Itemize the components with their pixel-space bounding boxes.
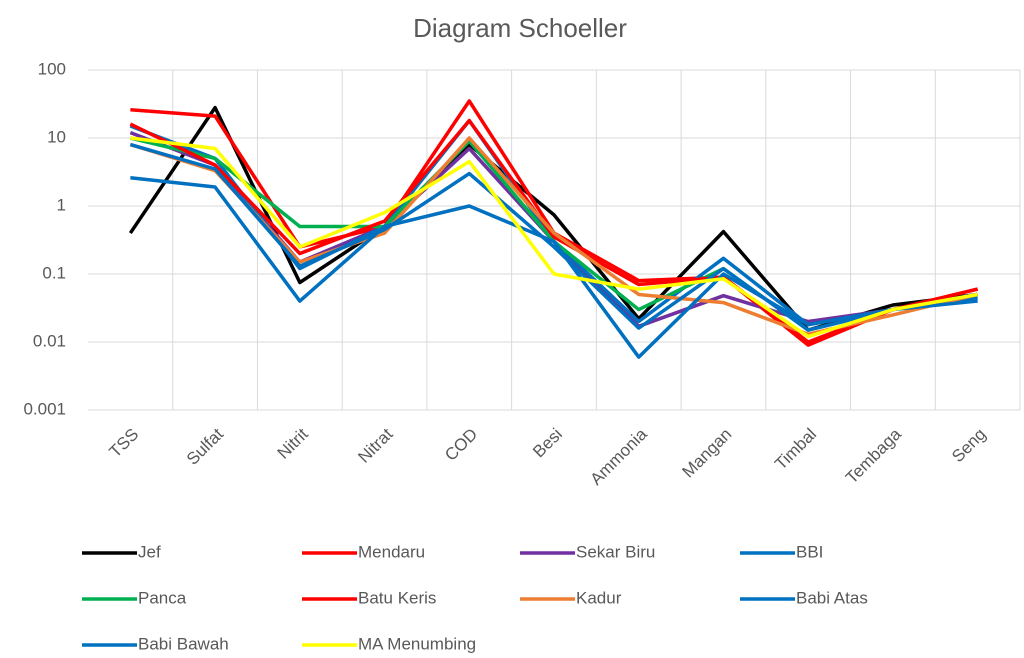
x-tick-label: Nitrat xyxy=(354,424,396,466)
series-line xyxy=(130,176,978,359)
x-tick-label: COD xyxy=(441,425,481,465)
x-tick-label: Nitrit xyxy=(274,424,312,462)
x-tick-label: TSS xyxy=(106,425,143,462)
legend-label: Babi Atas xyxy=(796,588,868,607)
legend-label: BBI xyxy=(796,542,823,561)
legend-label: MA Menumbing xyxy=(358,634,476,653)
legend-label: Kadur xyxy=(576,588,622,607)
y-tick-label: 0.001 xyxy=(23,399,66,418)
y-tick-label: 1 xyxy=(57,195,66,214)
y-tick-label: 100 xyxy=(38,59,66,78)
x-tick-label: Besi xyxy=(529,425,566,462)
legend-label: Panca xyxy=(138,588,187,607)
series-line xyxy=(129,142,978,332)
x-tick-label: Seng xyxy=(948,425,990,467)
legend-label: Babi Bawah xyxy=(138,634,229,653)
x-tick-label: Mangan xyxy=(679,425,736,482)
x-tick-label: Timbal xyxy=(771,425,820,474)
y-tick-label: 0.1 xyxy=(42,263,66,282)
legend-label: Batu Keris xyxy=(358,588,436,607)
legend-label: Jef xyxy=(138,542,161,561)
series-line xyxy=(130,136,978,339)
legend-label: Mendaru xyxy=(358,542,425,561)
x-tick-label: Ammonia xyxy=(587,424,652,489)
legend-label: Sekar Biru xyxy=(576,542,655,561)
y-tick-label: 10 xyxy=(47,127,66,146)
series-line xyxy=(129,118,979,344)
x-tick-label: Tembaga xyxy=(842,424,905,487)
chart-title: Diagram Schoeller xyxy=(413,13,627,43)
y-tick-label: 0.01 xyxy=(33,331,66,350)
x-tick-label: Sulfat xyxy=(183,424,227,468)
